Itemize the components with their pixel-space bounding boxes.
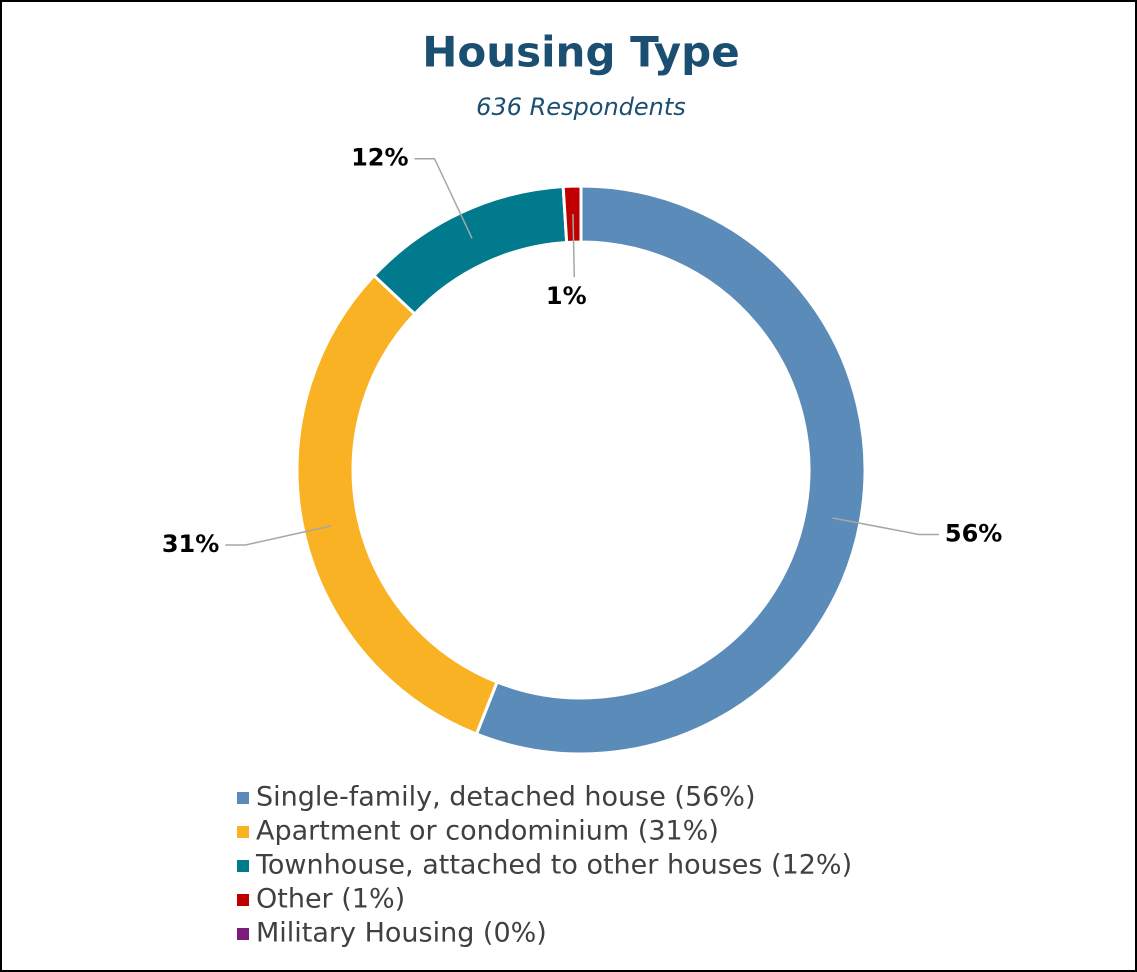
legend-label: Apartment or condominium (31%) [256, 816, 719, 847]
legend-swatch [237, 792, 249, 804]
leader-line [414, 157, 473, 239]
leader-line [572, 214, 576, 278]
data-label: 31% [162, 530, 219, 558]
donut-segment [474, 184, 867, 756]
legend-swatch [237, 860, 249, 872]
legend-swatch [237, 894, 249, 906]
chart-subtitle: 636 Respondents [476, 93, 686, 121]
leader-line [832, 517, 939, 536]
leader-line [225, 525, 332, 546]
legend-label: Single-family, detached house (56%) [256, 782, 756, 813]
legend-label: Military Housing (0%) [256, 918, 547, 949]
legend-swatch [237, 928, 249, 940]
data-label: 1% [546, 282, 587, 310]
legend-swatch [237, 826, 249, 838]
legend-label: Townhouse, attached to other houses (12%… [255, 850, 852, 881]
legend-label: Other (1%) [256, 884, 405, 915]
donut-segment [561, 184, 583, 245]
chart-title: Housing Type [422, 28, 739, 77]
data-label: 12% [351, 144, 408, 172]
data-label: 56% [945, 519, 1002, 547]
